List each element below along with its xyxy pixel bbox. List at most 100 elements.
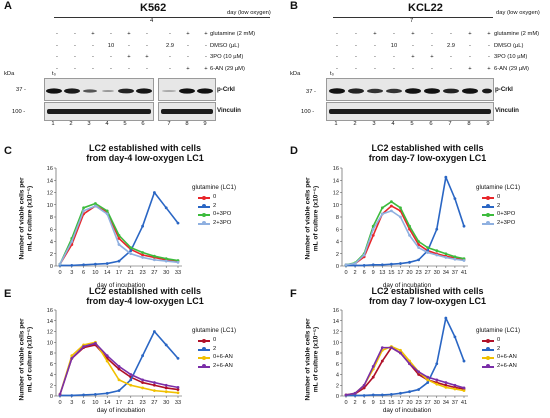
x-tick-label: 14 — [104, 400, 110, 406]
x-tick-label: 33 — [175, 270, 181, 276]
data-point — [426, 381, 430, 384]
x-tick-label: 13 — [379, 400, 385, 406]
data-point — [129, 252, 133, 256]
legend-label: 2 — [213, 202, 217, 209]
legend-marker — [202, 204, 206, 208]
legend-marker — [486, 347, 490, 351]
data-point — [129, 246, 133, 250]
data-point — [399, 348, 402, 352]
data-point — [105, 209, 109, 213]
chart-c-ylabel: Number of viable cells per mL of culture… — [19, 169, 34, 269]
blot-a-kda-label: kDa — [4, 71, 15, 77]
x-tick-label: 20 — [406, 400, 412, 406]
data-point — [453, 383, 457, 387]
x-tick-label: 23 — [139, 400, 145, 406]
blot-a-dmso-9: - — [205, 43, 207, 49]
blot-a-day-line — [54, 17, 270, 18]
y-tick-label: 0 — [50, 394, 53, 400]
data-point — [153, 191, 156, 194]
blot-a-3po-4: - — [110, 54, 112, 60]
y-tick-label: 2 — [336, 383, 339, 389]
blot-a-lane-3: 3 — [87, 121, 91, 127]
blot-b-lane-8: 8 — [467, 121, 471, 127]
x-tick-label: 2 — [354, 400, 357, 406]
data-point — [362, 253, 366, 257]
blot-a-6an-4: - — [110, 66, 112, 72]
data-point — [426, 251, 430, 254]
chart-e-title-line-1: LC2 established with cells — [88, 286, 202, 296]
y-tick-label: 14 — [333, 319, 339, 325]
data-point — [141, 253, 144, 257]
data-point — [408, 233, 411, 237]
x-tick-label: 0 — [58, 270, 61, 276]
blot-b-6an-2: - — [355, 66, 357, 72]
y-tick-label: 2 — [50, 252, 53, 258]
y-tick-label: 12 — [333, 191, 339, 197]
blot-b-row-label-1: glutamine (2 mM) — [494, 31, 540, 37]
data-point — [435, 378, 439, 382]
y-tick-label: 16 — [47, 308, 53, 314]
blot-a-3po-9: - — [205, 54, 207, 60]
blot-b-6an-8: + — [468, 66, 472, 72]
legend-label: 0 — [213, 337, 217, 343]
blot-b-title: KCL22 — [408, 2, 443, 14]
data-point — [141, 381, 144, 384]
data-point — [129, 383, 133, 387]
blot-a-dmso-6: - — [146, 43, 148, 49]
x-tick-label: 30 — [163, 400, 169, 406]
data-point — [58, 392, 62, 396]
chart-c-plot: 0 2 4 6 8 10 12 14 16 0 3 6 10 14 17 21 23 27 30 33 — [47, 166, 182, 276]
chart-d-title-line-2: from day-7 low-oxygen LC1 — [368, 153, 487, 163]
blot-b-vinculin-gel — [326, 102, 494, 121]
chart-d-ylabel-line-2: mL of culture (x10⁻⁵) — [312, 185, 319, 252]
blot-b-lane-4: 4 — [391, 121, 395, 127]
blot-a-dmso-1: - — [56, 43, 58, 49]
chart-c-title-line-1: LC2 established with cells — [88, 143, 202, 153]
chart-e-title-line-2: from day-4 low-oxygen LC1 — [86, 296, 204, 306]
blot-b-band-vinculin: Vinculin — [495, 107, 519, 114]
data-point — [153, 381, 156, 384]
chart-f-ylabel-line-2: mL of culture (x10⁻⁵) — [312, 326, 319, 393]
x-tick-label: 0 — [344, 400, 347, 406]
data-point — [417, 243, 421, 246]
x-tick-label: 17 — [116, 270, 122, 276]
chart-f-title-line-1: LC2 established with cells — [371, 286, 484, 296]
blot-a-glut-3: + — [91, 31, 95, 37]
blot-a-6an-9: + — [204, 66, 208, 72]
y-tick-label: 8 — [336, 215, 339, 221]
chart-d-legend-items: 0 2 0+3PO 2+3PO — [482, 194, 550, 239]
chart-c-title: LC2 established with cells from day-4 lo… — [60, 143, 230, 163]
x-tick-label: 2 — [354, 270, 357, 276]
series-line-2+3PO — [345, 210, 465, 266]
chart-f-legend-title: glutamine (LC1) — [476, 327, 521, 334]
blot-b-row-label-3: 3PO (10 µM) — [494, 54, 528, 60]
x-tick-label: 20 — [406, 270, 412, 276]
data-point — [82, 393, 85, 397]
blot-b-glut-5: + — [411, 31, 415, 37]
data-point — [399, 351, 402, 355]
blot-b-6an-9: + — [487, 66, 491, 72]
panel-label-e: E — [4, 288, 12, 300]
blot-b-3po-6: + — [430, 54, 434, 60]
data-point — [70, 354, 74, 358]
y-tick-label: 14 — [47, 178, 53, 184]
data-point — [353, 262, 357, 265]
y-tick-label: 8 — [50, 215, 53, 221]
data-point — [417, 370, 421, 374]
data-point — [444, 381, 448, 384]
blot-b-dmso-9: - — [488, 43, 490, 49]
legend-marker — [486, 364, 490, 368]
chart-c-legend-title: glutamine (LC1) — [192, 184, 237, 191]
data-point — [462, 359, 466, 363]
chart-c-legend-items: 0 2 0+3PO 2+3PO — [198, 194, 278, 239]
blot-a-pcrki-gel-2 — [158, 78, 216, 101]
data-point — [176, 388, 180, 391]
blot-a-glut-7: - — [169, 31, 171, 37]
data-point — [94, 204, 97, 208]
chart-d-ylabel-line-1: Number of viable cells per — [304, 177, 312, 260]
blot-b-glut-6: - — [431, 31, 433, 37]
blot-b-lane-6: 6 — [429, 121, 433, 127]
x-tick-label: 21 — [128, 400, 134, 406]
data-point — [82, 209, 85, 213]
